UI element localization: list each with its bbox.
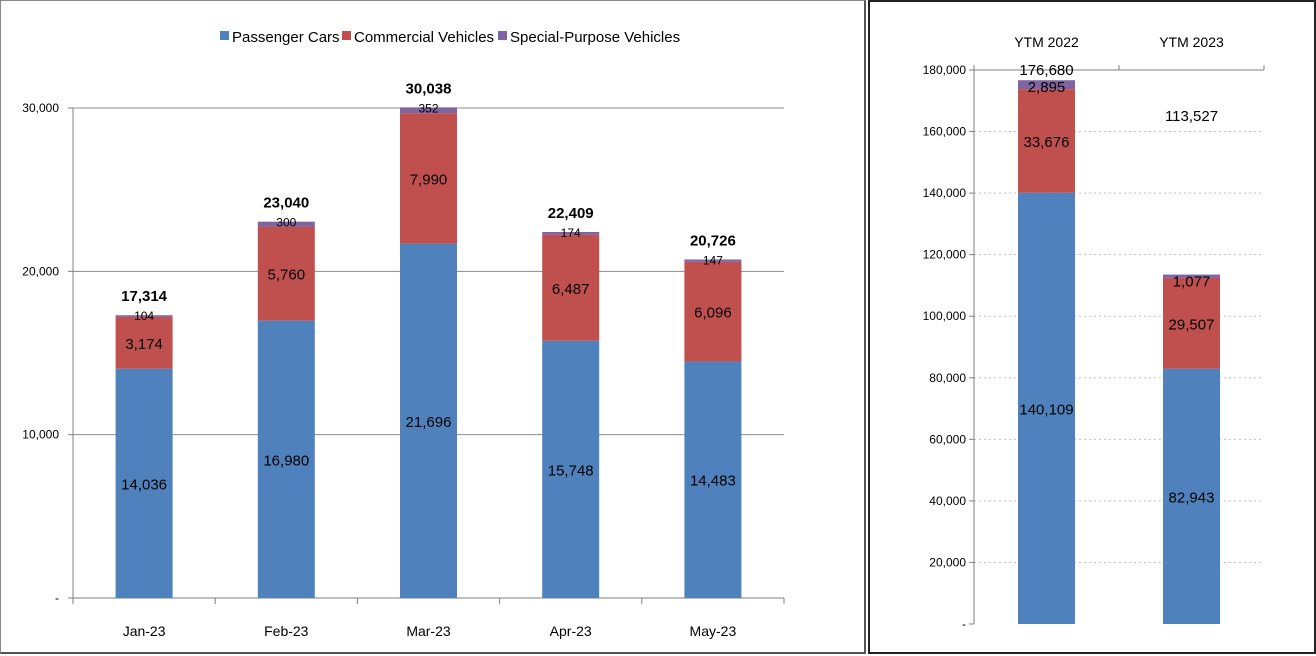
bar-passenger-cars-ytm-2022: [1018, 192, 1075, 624]
bar-commercial-vehicles-ytm-2023: [1163, 277, 1220, 369]
bar-commercial-vehicles-jan-23: [115, 316, 173, 369]
bar-commercial-vehicles-feb-23: [257, 226, 315, 321]
y-tick-label: 100,000: [923, 309, 967, 323]
data-label-special-purpose-vehicles: 147: [703, 253, 723, 267]
total-label: 22,409: [548, 205, 594, 222]
x-category-label: YTM 2022: [1014, 34, 1079, 50]
total-label: 20,726: [690, 232, 736, 249]
legend-swatch-commercial-vehicles: [342, 31, 351, 40]
data-label-passenger-cars: 140,109: [1019, 401, 1073, 418]
bar-passenger-cars-mar-23: [400, 243, 457, 598]
data-label-special-purpose-vehicles: 104: [134, 309, 154, 323]
total-label: 176,680: [1019, 62, 1073, 79]
data-label-commercial-vehicles: 29,507: [1169, 316, 1215, 333]
data-label-passenger-cars: 16,980: [263, 452, 309, 469]
data-label-commercial-vehicles: 6,096: [694, 305, 732, 322]
monthly-sales-chart-panel: - 10,000 20,000 30,000 14,036 3,174 104 17,314 J…: [0, 0, 866, 654]
data-label-commercial-vehicles: 33,676: [1024, 134, 1070, 151]
bar-special-purpose-vehicles-jan-23: [115, 315, 173, 317]
data-label-special-purpose-vehicles: 352: [418, 101, 438, 115]
y-tick-label: 180,000: [923, 63, 967, 77]
y-tick-label: 120,000: [923, 248, 967, 262]
x-category-label: Apr-23: [550, 623, 592, 639]
total-label: 17,314: [121, 288, 168, 305]
bar-special-purpose-vehicles-feb-23: [257, 221, 315, 227]
bar-special-purpose-vehicles-apr-23: [542, 231, 600, 235]
bar-passenger-cars-may-23: [684, 361, 742, 598]
y-tick-label: 20,000: [22, 264, 59, 278]
bar-passenger-cars-jan-23: [115, 368, 173, 598]
bar-commercial-vehicles-mar-23: [400, 113, 457, 244]
ytm-stacked-bar-chart: - 20,000 40,000 60,000 80,000 100,000 120,000 1…: [923, 34, 1265, 631]
data-label-passenger-cars: 82,943: [1169, 489, 1215, 506]
total-label: 23,040: [263, 195, 309, 212]
data-label-commercial-vehicles: 7,990: [410, 171, 448, 188]
y-tick-label: 10,000: [22, 428, 59, 442]
y-tick-label: -: [962, 617, 966, 631]
bar-commercial-vehicles-ytm-2022: [1018, 89, 1075, 193]
data-label-passenger-cars: 14,483: [690, 473, 736, 490]
y-tick-label: 60,000: [929, 432, 966, 446]
bar-special-purpose-vehicles-mar-23: [400, 107, 457, 114]
data-label-special-purpose-vehicles: 2,895: [1028, 79, 1066, 96]
data-label-special-purpose-vehicles: 300: [276, 216, 296, 230]
data-label-special-purpose-vehicles: 174: [561, 226, 581, 240]
y-tick-label: 20,000: [929, 555, 966, 569]
legend-swatch-passenger-cars: [220, 31, 229, 40]
y-tick-label: 30,000: [22, 101, 59, 115]
x-category-label: Feb-23: [264, 623, 309, 639]
chart-legend: Passenger Cars Commercial Vehicles Special…: [220, 29, 680, 46]
bar-special-purpose-vehicles-may-23: [684, 259, 742, 262]
bar-commercial-vehicles-apr-23: [542, 234, 600, 341]
x-category-label: Mar-23: [406, 623, 451, 639]
ytm-sales-chart-panel: - 20,000 40,000 60,000 80,000 100,000 120,000 1…: [868, 0, 1316, 654]
y-tick-label: 40,000: [929, 494, 966, 508]
data-label-passenger-cars: 15,748: [548, 462, 594, 479]
bar-commercial-vehicles-may-23: [684, 261, 742, 362]
total-label: 113,527: [1165, 108, 1218, 125]
data-label-commercial-vehicles: 5,760: [268, 267, 306, 284]
x-category-label: Jan-23: [123, 623, 166, 639]
y-tick-label: 160,000: [923, 125, 967, 139]
y-tick-label: 140,000: [923, 186, 967, 200]
legend-swatch-special-purpose-vehicles: [498, 31, 507, 40]
data-label-commercial-vehicles: 6,487: [552, 281, 590, 298]
legend-label-special-purpose-vehicles: Special-Purpose Vehicles: [510, 29, 680, 46]
bar-passenger-cars-ytm-2023: [1163, 368, 1220, 624]
legend-label-passenger-cars: Passenger Cars: [232, 29, 340, 46]
y-tick-label: -: [55, 591, 59, 605]
legend-label-commercial-vehicles: Commercial Vehicles: [354, 29, 494, 46]
bar-passenger-cars-feb-23: [257, 320, 315, 598]
bar-passenger-cars-apr-23: [542, 340, 600, 598]
bar-special-purpose-vehicles-ytm-2022: [1018, 80, 1075, 90]
y-tick-label: 80,000: [929, 371, 966, 385]
data-label-passenger-cars: 21,696: [406, 414, 452, 431]
data-label-commercial-vehicles: 3,174: [125, 336, 163, 353]
total-label: 30,038: [406, 80, 452, 97]
x-category-label: May-23: [690, 623, 737, 639]
monthly-stacked-bar-chart: - 10,000 20,000 30,000 14,036 3,174 104 17,314 J…: [22, 29, 785, 639]
data-label-passenger-cars: 14,036: [121, 476, 167, 493]
x-category-label: YTM 2023: [1159, 34, 1224, 50]
data-label-special-purpose-vehicles: 1,077: [1173, 274, 1211, 291]
bar-special-purpose-vehicles-ytm-2023: [1163, 274, 1220, 278]
